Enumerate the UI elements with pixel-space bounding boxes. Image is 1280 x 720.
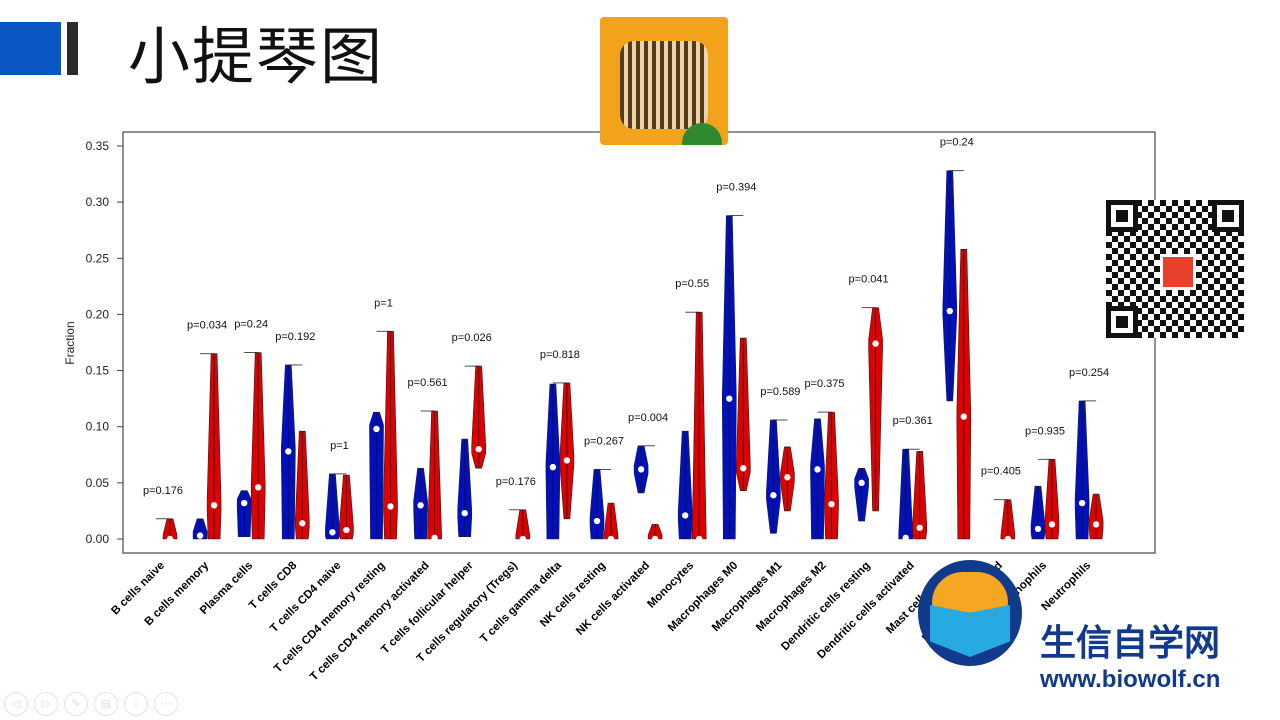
violin-blue-median (593, 517, 601, 525)
violin-red-median (1092, 521, 1100, 528)
violin-blue-median (461, 509, 468, 517)
qr-code-sunflower (600, 17, 728, 145)
y-tick-label: 0.10 (86, 420, 110, 434)
title-accent-bar-dark (67, 22, 78, 75)
title-accent-bar (0, 22, 61, 75)
x-tick-label: NK cells activated (574, 560, 652, 638)
violin-blue-median (549, 463, 557, 471)
violin-red-median (916, 524, 923, 531)
violin-red-median (828, 500, 835, 508)
violin-blue-median (373, 425, 380, 433)
violin-blue-median (814, 466, 821, 473)
violin-red-median (607, 535, 615, 543)
violin-blue-median (417, 502, 424, 509)
violin-red-median (696, 535, 703, 543)
violin-blue-median (637, 466, 645, 473)
next-icon[interactable]: ▷ (34, 692, 58, 716)
slide-title: 小提琴图 (128, 20, 385, 93)
violin-blue-median (682, 512, 689, 519)
watermark-url: www.biowolf.cn (1040, 666, 1221, 693)
y-tick-label: 0.35 (86, 139, 110, 153)
violin-red-median (431, 534, 438, 542)
p-value-label: p=0.935 (1025, 425, 1065, 437)
previous-icon[interactable]: ◁ (4, 692, 28, 716)
p-value-label: p=0.24 (940, 137, 974, 149)
p-value-label: p=0.405 (981, 466, 1021, 478)
zoom-icon[interactable]: ⌕ (124, 692, 148, 716)
p-value-label: p=0.192 (275, 331, 315, 343)
violin-blue-median (1034, 525, 1042, 533)
slides-icon[interactable]: ▤ (94, 692, 118, 716)
violin-red-median (343, 526, 350, 534)
p-value-label: p=0.24 (234, 319, 268, 331)
p-value-label: p=0.176 (496, 476, 536, 488)
violin-blue-median (1078, 499, 1086, 507)
p-value-label: p=0.041 (849, 274, 889, 286)
violin-red-median (872, 340, 879, 347)
x-tick-label: Dendritic cells resting (779, 560, 872, 653)
violin-red-median (1004, 535, 1012, 543)
p-value-label: p=0.394 (716, 182, 756, 194)
p-value-label: p=0.034 (187, 320, 227, 332)
y-tick-label: 0.15 (86, 364, 110, 378)
x-tick-label: T cells gamma delta (478, 559, 564, 645)
p-value-label: p=0.176 (143, 485, 183, 497)
violin-red-median (740, 465, 747, 472)
violin-red-median (960, 413, 967, 420)
violin-red-median (210, 502, 218, 509)
p-value-label: p=0.375 (804, 378, 844, 390)
x-tick-label: T cells follicular helper (379, 559, 476, 656)
p-value-label: p=0.004 (628, 412, 668, 424)
violin-red-median (387, 503, 394, 510)
p-value-label: p=0.026 (452, 332, 492, 344)
p-value-label: p=0.361 (893, 415, 933, 427)
y-tick-label: 0.25 (86, 251, 110, 265)
pen-icon[interactable]: ✎ (64, 692, 88, 716)
p-value-label: p=0.254 (1069, 367, 1109, 379)
violin-blue-median (858, 479, 865, 487)
violin-red-median (166, 535, 174, 543)
violin-red-median (563, 457, 571, 464)
violin-blue-median (902, 534, 909, 542)
more-icon[interactable]: ⋯ (154, 692, 178, 716)
slideshow-toolbar: ◁ ▷ ✎ ▤ ⌕ ⋯ (4, 692, 178, 716)
violin-blue-median (770, 492, 777, 499)
violin-red-median (651, 535, 659, 543)
p-value-label: p=0.561 (408, 377, 448, 389)
violin-blue-median (196, 532, 204, 539)
qr-code (1106, 200, 1244, 338)
watermark-brand: 生信自学网 (1040, 623, 1221, 664)
p-value-label: p=0.55 (675, 278, 709, 290)
p-value-label: p=1 (330, 440, 349, 452)
violin-blue-median (726, 395, 733, 402)
violin-red-median (255, 484, 262, 491)
p-value-label: p=1 (374, 297, 393, 309)
violin-red-median (475, 445, 482, 453)
y-tick-label: 0.30 (86, 195, 110, 209)
violin-blue-median (946, 307, 953, 315)
p-value-label: p=0.818 (540, 349, 580, 361)
violin-blue-median (285, 448, 292, 455)
p-value-label: p=0.589 (760, 386, 800, 398)
y-tick-label: 0.00 (86, 532, 110, 546)
y-tick-label: 0.05 (86, 476, 110, 490)
y-tick-label: 0.20 (86, 307, 110, 321)
violin-red-median (299, 520, 306, 527)
violin-blue-median (329, 529, 336, 536)
p-value-label: p=0.267 (584, 435, 624, 447)
violin-blue-median (241, 499, 248, 507)
violin-red-median (519, 535, 526, 543)
violin-red-median (784, 474, 791, 481)
y-axis-label: Fraction (63, 321, 77, 364)
biowolf-logo (918, 560, 1022, 666)
violin-red-median (1048, 521, 1056, 528)
